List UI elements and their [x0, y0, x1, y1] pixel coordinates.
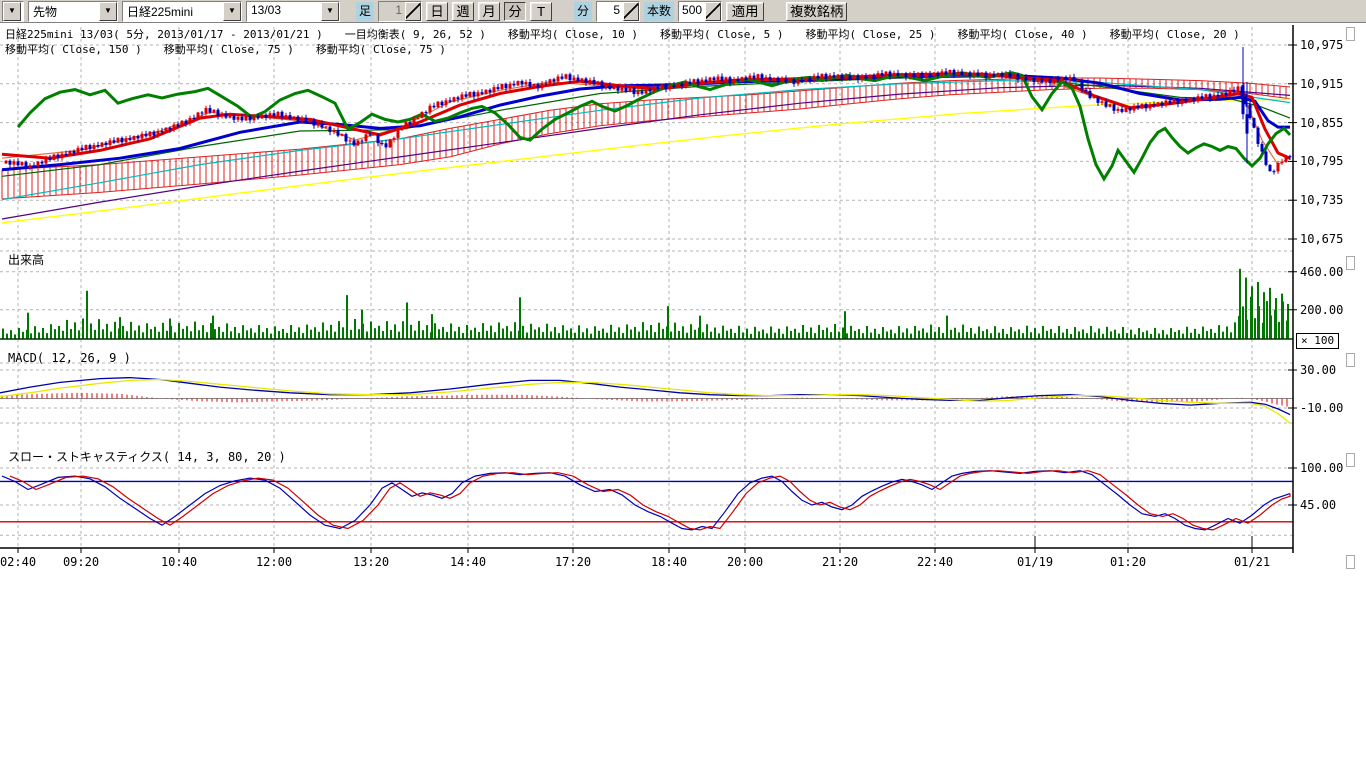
bar-type-label: 足 — [356, 1, 375, 21]
time-axis-label: 01/21 — [1233, 555, 1271, 569]
symbol-value: 日経225mini — [127, 4, 194, 19]
indicator-label: 日経225mini 13/03( 5分, 2013/01/17 - 2013/0… — [5, 28, 323, 41]
bar-count-value: 500 — [682, 2, 703, 17]
time-axis-label: 20:00 — [726, 555, 764, 569]
chevron-down-icon[interactable]: ▼ — [99, 1, 117, 21]
period-button-minute[interactable]: 分 — [504, 1, 527, 21]
time-axis-label: 09:20 — [62, 555, 100, 569]
time-axis-label: 02:40 — [0, 555, 37, 569]
time-axis-label: 12:00 — [255, 555, 293, 569]
symbol-combobox[interactable]: 日経225mini ▼ — [122, 0, 242, 22]
volume-axis-label: 460.00 — [1300, 264, 1344, 279]
instrument-type-combobox[interactable]: 先物 ▼ — [28, 0, 118, 22]
period-button-day[interactable]: 日 — [426, 1, 449, 21]
indicator-label: 移動平均( Close, 25 ) — [805, 28, 936, 41]
indicator-label: 移動平均( Close, 150 ) — [5, 43, 142, 56]
price-axis-label: 10,855 — [1300, 115, 1344, 130]
indicator-label: 移動平均( Close, 10 ) — [507, 28, 638, 41]
time-axis-label: 17:20 — [554, 555, 592, 569]
indicator-header-line2: 移動平均( Close, 150 ) 移動平均( Close, 75 ) 移動平均(… — [5, 41, 446, 57]
bar-count-stepper[interactable]: 500 — [678, 0, 723, 22]
bar-interval-stepper[interactable]: 1 — [378, 0, 423, 22]
spinner-icon[interactable] — [705, 1, 722, 21]
period-button-month[interactable]: 月 — [478, 1, 501, 21]
chevron-down-icon[interactable]: ▼ — [3, 1, 21, 21]
bar-interval-value: 1 — [395, 2, 403, 17]
scroll-nub[interactable] — [1346, 453, 1355, 467]
stoch-panel-label: スロー・ストキャスティクス( 14, 3, 80, 20 ) — [8, 450, 286, 464]
price-axis-label: 10,975 — [1300, 38, 1344, 52]
scroll-nub[interactable] — [1346, 555, 1355, 569]
chart-area: 日経225mini 13/03( 5分, 2013/01/17 - 2013/0… — [0, 23, 1366, 603]
indicator-label: 移動平均( Close, 20 ) — [1109, 28, 1240, 41]
scroll-nub[interactable] — [1346, 27, 1355, 41]
minute-stepper[interactable]: 5 — [596, 0, 641, 22]
chart-canvas[interactable] — [0, 23, 1366, 603]
blank-combobox[interactable]: ▼ — [2, 0, 24, 22]
stoch-axis-label: 45.00 — [1300, 497, 1337, 512]
multi-symbol-button[interactable]: 複数銘柄 — [786, 1, 848, 21]
time-axis-label: 14:40 — [449, 555, 487, 569]
contract-month-combobox[interactable]: 13/03 ▼ — [246, 0, 340, 22]
volume-axis-label: 200.00 — [1300, 302, 1344, 317]
indicator-label: 一目均衡表( 9, 26, 52 ) — [344, 28, 486, 41]
spinner-icon[interactable] — [405, 1, 422, 21]
bar-count-label: 本数 — [644, 1, 675, 21]
macd-axis-label: 30.00 — [1300, 363, 1337, 377]
indicator-label: 移動平均( Close, 40 ) — [957, 28, 1088, 41]
time-axis-label: 10:40 — [160, 555, 198, 569]
toolbar: ▼ 先物 ▼ 日経225mini ▼ 13/03 ▼ 足 1 日 週 月 分 T… — [0, 0, 1366, 23]
macd-axis-label: -10.00 — [1300, 401, 1344, 415]
spinner-icon[interactable] — [623, 1, 640, 21]
volume-multiplier-badge: × 100 — [1296, 333, 1340, 349]
apply-button[interactable]: 適用 — [726, 1, 765, 21]
contract-month-value: 13/03 — [251, 2, 282, 17]
time-axis-label: 21:20 — [821, 555, 859, 569]
stoch-axis-label: 100.00 — [1300, 461, 1344, 475]
period-button-tick[interactable]: T — [530, 1, 553, 21]
price-axis-label: 10,735 — [1300, 193, 1344, 208]
instrument-type-value: 先物 — [33, 4, 58, 19]
price-axis-label: 10,915 — [1300, 76, 1344, 91]
chevron-down-icon[interactable]: ▼ — [321, 1, 339, 21]
scroll-nub[interactable] — [1346, 256, 1355, 270]
price-axis-label: 10,675 — [1300, 232, 1344, 246]
period-button-week[interactable]: 週 — [452, 1, 475, 21]
indicator-label: 移動平均( Close, 75 ) — [163, 43, 294, 56]
scroll-nub[interactable] — [1346, 353, 1355, 367]
indicator-label: 移動平均( Close, 75 ) — [315, 43, 446, 56]
time-axis-label: 22:40 — [916, 555, 954, 569]
time-axis-label: 13:20 — [352, 555, 390, 569]
macd-panel-label: MACD( 12, 26, 9 ) — [8, 351, 131, 365]
time-axis-label: 01:20 — [1109, 555, 1147, 569]
chevron-down-icon[interactable]: ▼ — [223, 1, 241, 21]
time-axis-label: 01/19 — [1016, 555, 1054, 569]
minute-label: 分 — [574, 1, 593, 21]
price-axis-label: 10,795 — [1300, 154, 1344, 169]
time-axis-label: 18:40 — [650, 555, 688, 569]
indicator-label: 移動平均( Close, 5 ) — [659, 28, 784, 41]
minute-value: 5 — [613, 2, 621, 17]
volume-panel-label: 出来高 — [8, 253, 45, 267]
indicator-header-line1: 日経225mini 13/03( 5分, 2013/01/17 - 2013/0… — [5, 26, 1240, 42]
